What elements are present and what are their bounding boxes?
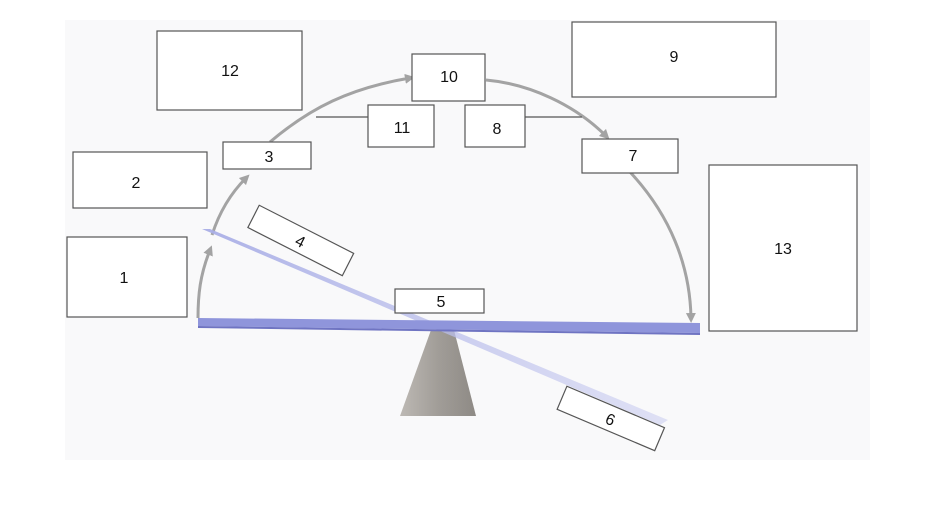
label-box-1-text: 1 <box>120 270 129 287</box>
label-box-5-text: 5 <box>437 294 446 311</box>
arc-segment-top-right <box>485 78 610 140</box>
label-box-1: 1 <box>66 236 188 318</box>
label-box-3: 3 <box>222 141 312 170</box>
arc-segment-right <box>628 170 696 323</box>
label-box-13-text: 13 <box>774 241 792 258</box>
label-box-11: 11 <box>367 104 435 148</box>
label-box-2: 2 <box>72 151 208 209</box>
label-box-8: 8 <box>464 104 526 148</box>
arc-segment-left <box>196 245 213 319</box>
label-box-7-text: 7 <box>629 148 638 165</box>
label-box-6: 6 <box>556 385 666 452</box>
label-box-4: 4 <box>247 204 355 277</box>
label-box-5: 5 <box>394 288 485 314</box>
label-box-10: 10 <box>411 53 486 102</box>
label-box-13: 13 <box>708 164 858 332</box>
label-box-10-text: 10 <box>440 69 458 86</box>
label-box-7: 7 <box>581 138 679 174</box>
label-box-12-text: 12 <box>221 63 239 80</box>
fulcrum <box>400 330 476 416</box>
horizontal-plank <box>198 318 700 333</box>
label-box-12: 12 <box>156 30 303 111</box>
label-box-8-text: 8 <box>493 121 502 138</box>
label-box-2-text: 2 <box>132 175 141 192</box>
arc-segment-lower-left <box>210 174 250 236</box>
label-box-9: 9 <box>571 21 777 98</box>
horizontal-plank-shade <box>198 326 700 335</box>
label-box-9-text: 9 <box>670 49 679 66</box>
label-box-3-text: 3 <box>265 149 274 166</box>
label-box-11-text: 11 <box>394 120 411 137</box>
arc-segment-top-left <box>269 73 415 144</box>
